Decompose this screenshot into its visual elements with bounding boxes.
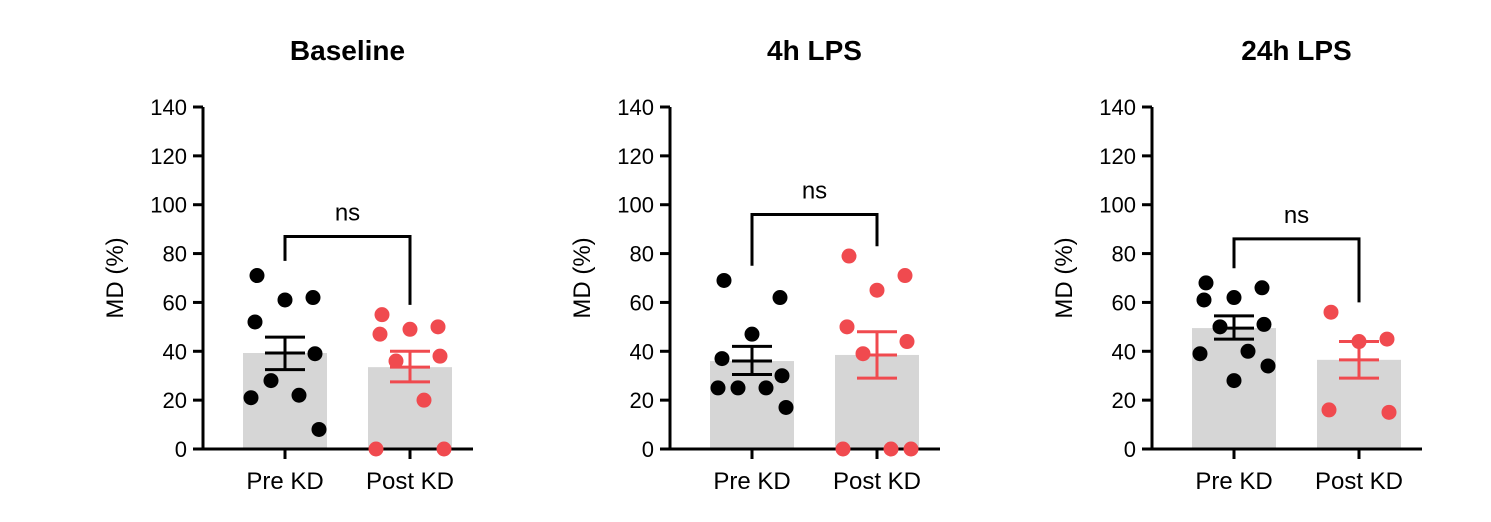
data-point-post-kd bbox=[430, 319, 446, 335]
data-point-pre-kd bbox=[778, 399, 794, 415]
data-point-pre-kd bbox=[1260, 358, 1276, 374]
data-point-pre-kd bbox=[311, 421, 327, 437]
data-point-post-kd bbox=[402, 321, 418, 337]
y-tick-label: 0 bbox=[175, 437, 187, 462]
y-tick-label: 100 bbox=[617, 193, 654, 218]
chart-title: 24h LPS bbox=[1241, 35, 1351, 66]
data-point-pre-kd bbox=[247, 314, 263, 330]
data-point-post-kd bbox=[1379, 331, 1395, 347]
y-tick-label: 40 bbox=[630, 339, 654, 364]
data-point-pre-kd bbox=[1254, 280, 1270, 296]
data-point-post-kd bbox=[869, 282, 885, 298]
data-point-post-kd bbox=[899, 334, 915, 350]
data-point-post-kd bbox=[374, 307, 390, 323]
data-point-pre-kd bbox=[772, 290, 788, 306]
data-point-post-kd bbox=[903, 441, 919, 457]
y-tick-label: 120 bbox=[1099, 144, 1136, 169]
data-point-pre-kd bbox=[1256, 316, 1272, 332]
data-point-pre-kd bbox=[714, 351, 730, 367]
data-point-pre-kd bbox=[263, 373, 279, 389]
y-tick-label: 20 bbox=[1112, 388, 1136, 413]
y-tick-label: 60 bbox=[163, 290, 187, 315]
data-point-post-kd bbox=[372, 326, 388, 342]
data-point-post-kd bbox=[1323, 304, 1339, 320]
data-point-pre-kd bbox=[1240, 343, 1256, 359]
y-tick-label: 0 bbox=[1124, 437, 1136, 462]
x-category-label: Pre KD bbox=[1195, 468, 1272, 495]
data-point-post-kd bbox=[897, 268, 913, 284]
x-category-label: Post KD bbox=[833, 468, 921, 495]
significance-label: ns bbox=[802, 177, 827, 204]
y-tick-label: 140 bbox=[617, 95, 654, 120]
chart-title: Baseline bbox=[290, 35, 405, 66]
y-tick-label: 140 bbox=[150, 95, 187, 120]
data-point-post-kd bbox=[1381, 404, 1397, 420]
data-point-pre-kd bbox=[710, 380, 726, 396]
x-category-label: Pre KD bbox=[246, 468, 323, 495]
data-point-pre-kd bbox=[291, 387, 307, 403]
data-point-pre-kd bbox=[277, 292, 293, 308]
panel-1: Baseline MD (%) 0 20 40 60 80 100 120 140 Pre KD Po… bbox=[102, 35, 473, 495]
data-point-post-kd bbox=[368, 441, 384, 457]
data-point-pre-kd bbox=[1198, 275, 1214, 291]
significance-bracket bbox=[1232, 237, 1361, 303]
y-tick-label: 20 bbox=[163, 388, 187, 413]
data-point-pre-kd bbox=[249, 268, 265, 284]
data-point-post-kd bbox=[416, 392, 432, 408]
y-tick-label: 120 bbox=[150, 144, 187, 169]
x-category-label: Post KD bbox=[366, 468, 454, 495]
y-tick-label: 100 bbox=[150, 193, 187, 218]
data-point-post-kd bbox=[841, 248, 857, 264]
data-point-pre-kd bbox=[1226, 373, 1242, 389]
y-tick-label: 20 bbox=[630, 388, 654, 413]
panel-3: 24h LPS MD (%) 0 20 40 60 80 100 120 140 Pre KD Pos… bbox=[1051, 35, 1422, 495]
data-point-pre-kd bbox=[730, 380, 746, 396]
y-tick-label: 80 bbox=[163, 242, 187, 267]
y-axis-label: MD (%) bbox=[102, 237, 129, 318]
data-point-post-kd bbox=[883, 441, 899, 457]
chart-title: 4h LPS bbox=[767, 35, 862, 66]
y-tick-label: 100 bbox=[1099, 193, 1136, 218]
y-axis-label: MD (%) bbox=[569, 237, 596, 318]
data-point-pre-kd bbox=[1196, 292, 1212, 308]
data-point-post-kd bbox=[839, 319, 855, 335]
y-tick-label: 60 bbox=[1112, 290, 1136, 315]
data-point-pre-kd bbox=[307, 346, 323, 362]
y-axis-label: MD (%) bbox=[1051, 237, 1078, 318]
significance-bracket bbox=[750, 212, 879, 266]
data-point-pre-kd bbox=[243, 390, 259, 406]
data-point-post-kd bbox=[388, 353, 404, 369]
significance-label: ns bbox=[1284, 202, 1309, 229]
data-point-post-kd bbox=[432, 348, 448, 364]
significance-label: ns bbox=[335, 199, 360, 226]
data-point-post-kd bbox=[835, 441, 851, 457]
x-category-label: Pre KD bbox=[713, 468, 790, 495]
y-tick-label: 40 bbox=[1112, 339, 1136, 364]
data-point-pre-kd bbox=[1226, 290, 1242, 306]
data-point-pre-kd bbox=[758, 380, 774, 396]
y-tick-label: 120 bbox=[617, 144, 654, 169]
significance-bracket bbox=[283, 234, 412, 305]
data-point-post-kd bbox=[436, 441, 452, 457]
y-tick-label: 60 bbox=[630, 290, 654, 315]
data-point-pre-kd bbox=[716, 272, 732, 288]
data-point-pre-kd bbox=[305, 290, 321, 306]
y-tick-label: 40 bbox=[163, 339, 187, 364]
y-tick-label: 80 bbox=[630, 242, 654, 267]
panel-2: 4h LPS MD (%) 0 20 40 60 80 100 120 140 Pre KD Post… bbox=[569, 35, 940, 495]
data-point-post-kd bbox=[1321, 402, 1337, 418]
data-point-pre-kd bbox=[1192, 346, 1208, 362]
data-point-pre-kd bbox=[774, 368, 790, 384]
y-tick-label: 140 bbox=[1099, 95, 1136, 120]
data-point-pre-kd bbox=[744, 326, 760, 342]
x-category-label: Post KD bbox=[1315, 468, 1403, 495]
bar-pre-kd bbox=[1192, 328, 1276, 449]
y-tick-label: 80 bbox=[1112, 242, 1136, 267]
y-tick-label: 0 bbox=[642, 437, 654, 462]
